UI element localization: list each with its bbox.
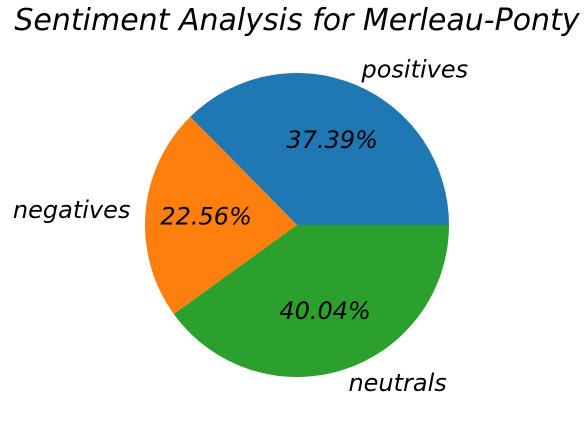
slice-label-positives: positives [361,56,469,84]
slice-percent-positives: 37.39% [286,126,378,154]
pie-labels: positives 37.39% negatives 22.56% neutrals 40… [13,56,468,397]
pie-slice-neutrals [173,225,449,378]
pie-slice-positives [190,72,450,225]
slice-label-negatives: negatives [13,196,130,224]
slice-percent-negatives: 22.56% [160,202,252,230]
pie-slice-negatives [144,116,297,314]
slice-label-neutrals: neutrals [348,369,446,397]
pie-slices [144,72,450,378]
slice-percent-neutrals: 40.04% [279,297,371,325]
chart-title: Sentiment Analysis for Merleau-Ponty [14,3,580,38]
